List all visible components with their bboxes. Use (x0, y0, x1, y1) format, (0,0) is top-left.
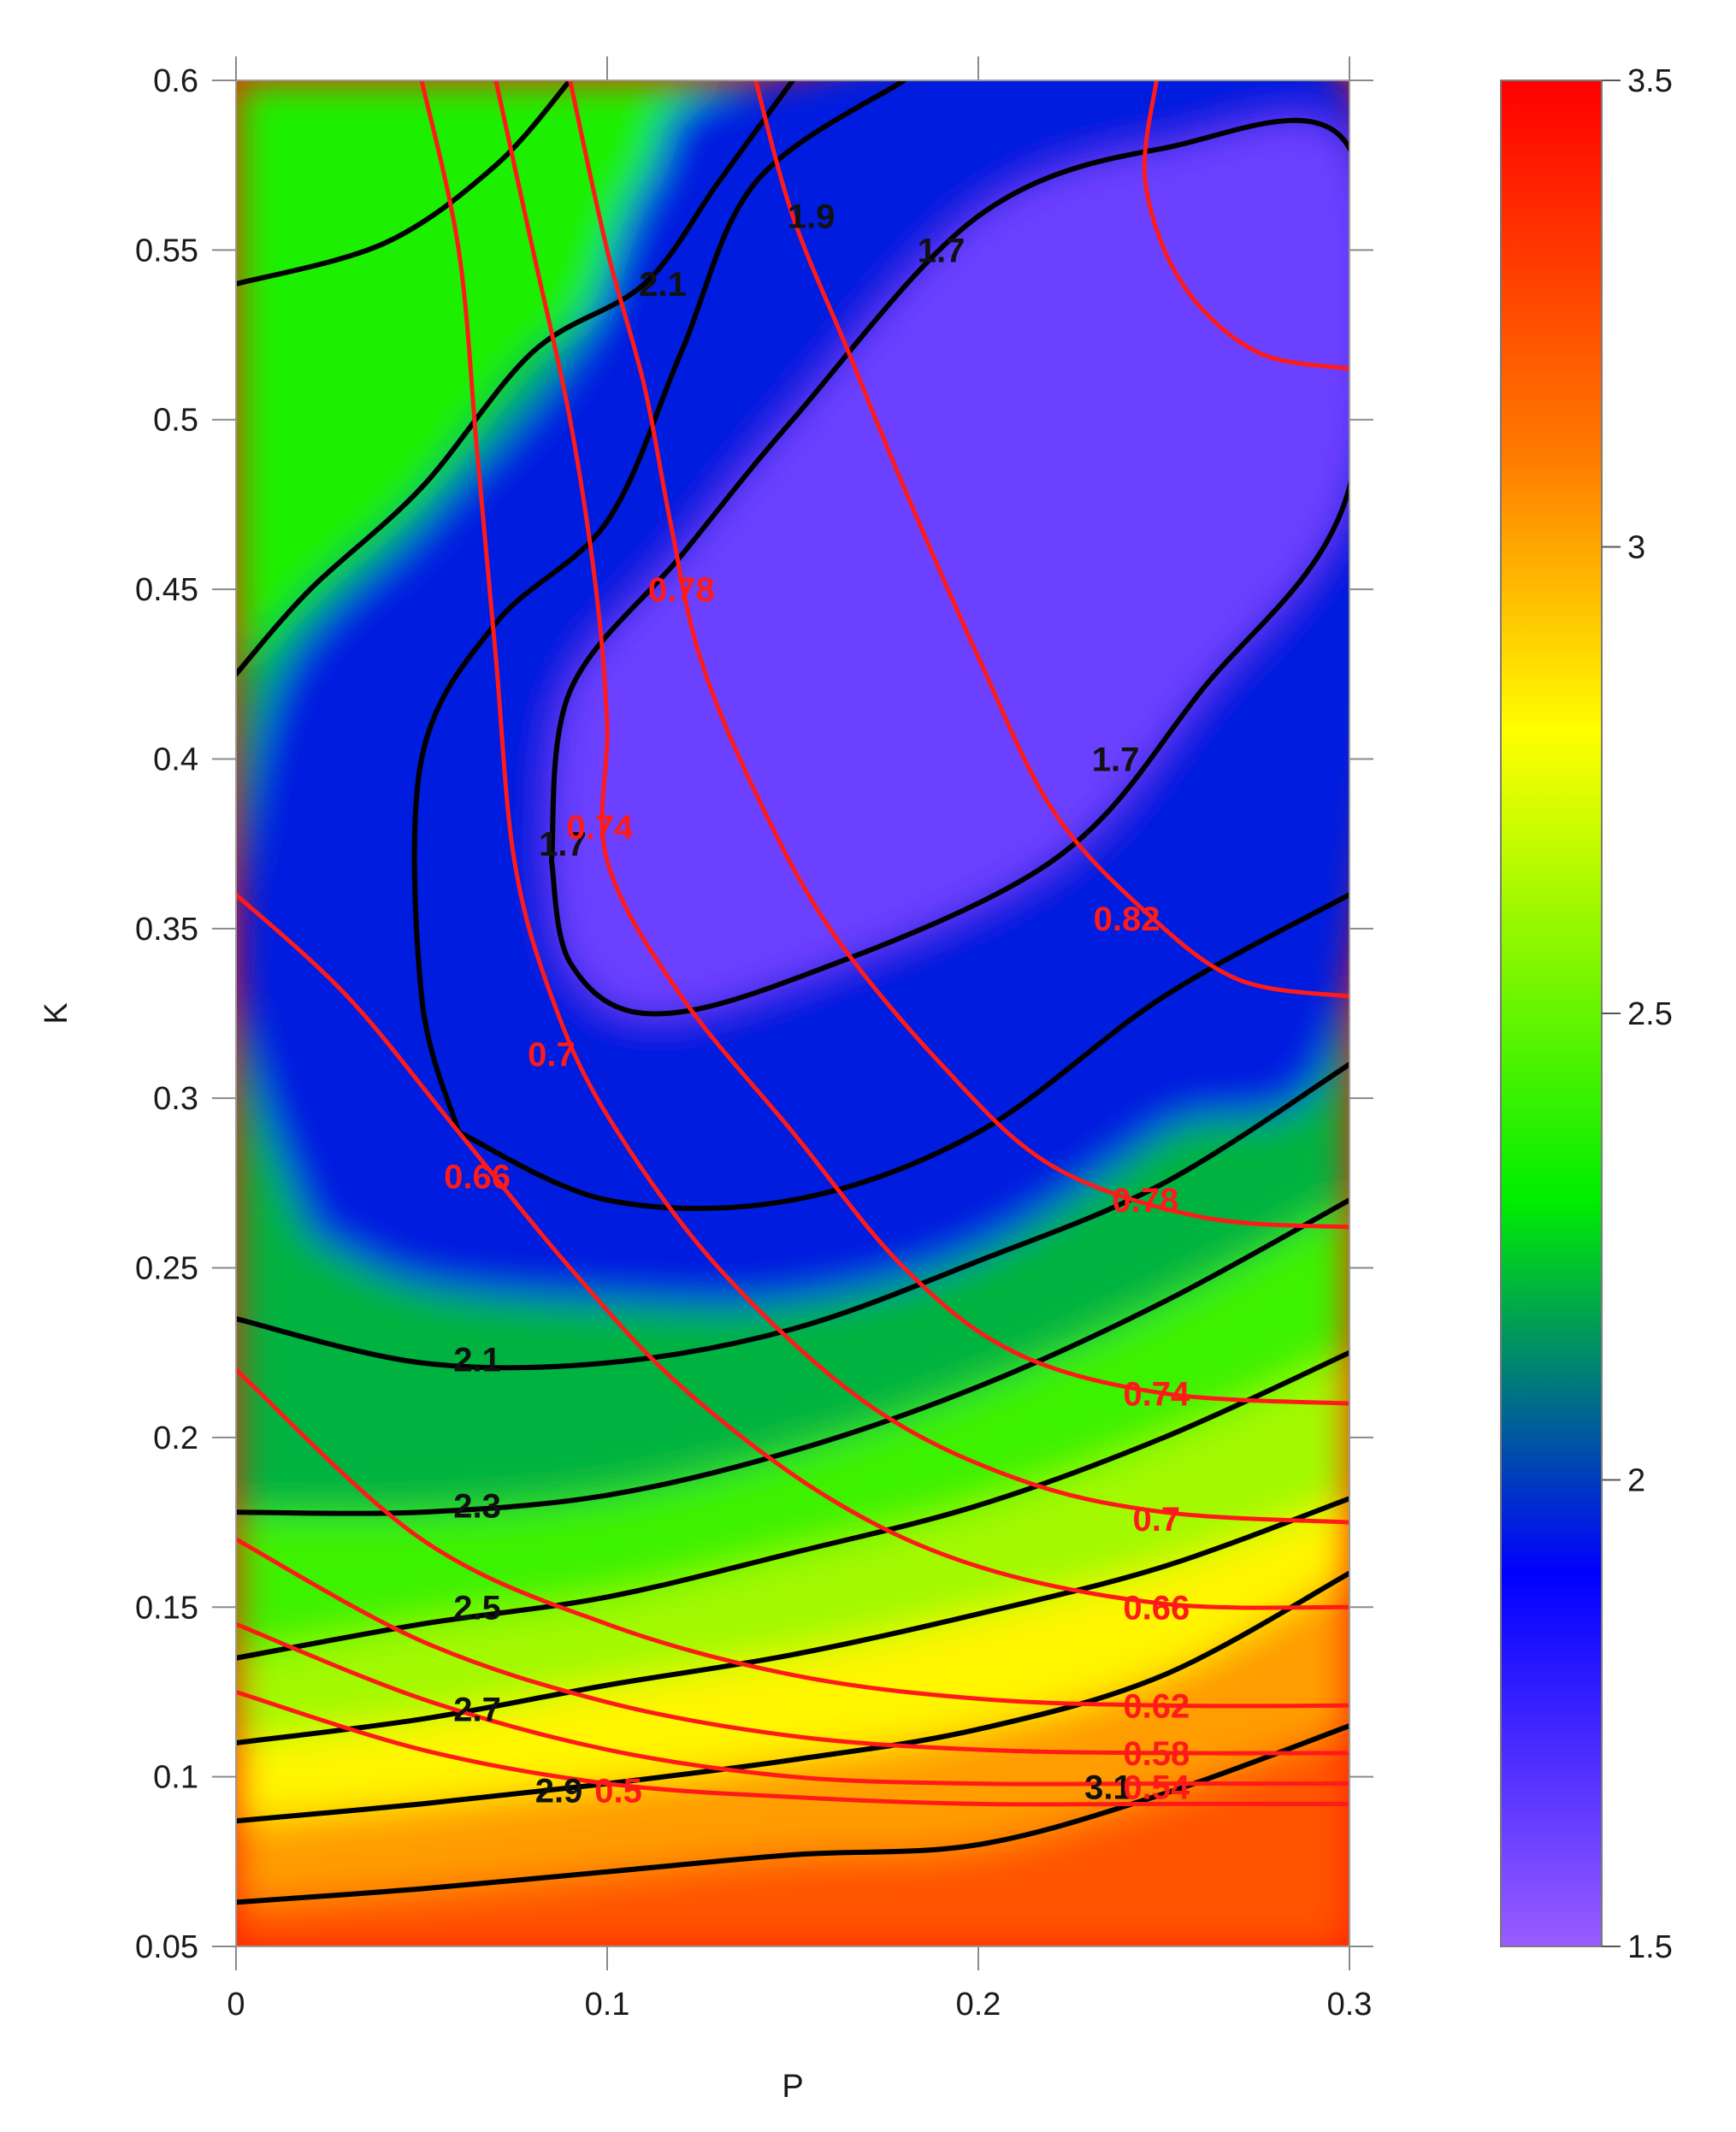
field-contour-3.1 (236, 1723, 1349, 1905)
y-tick-label: 0.15 (135, 1590, 198, 1626)
contour-label: 0.66 (1123, 1589, 1190, 1627)
contour-label: 0.74 (566, 809, 634, 847)
contour-label: 0.5 (594, 1773, 642, 1810)
field-contour-1.9 (411, 80, 907, 1135)
secondary-contour-0.78 (568, 80, 1349, 1230)
x-tick-label: 0.2 (956, 1987, 1001, 2023)
axes: 0 0.1 0.2 0.3 0.05 0.1 0.15 0.2 0.25 0.3 0.35 0.4 0.… (135, 56, 1373, 2023)
contour-label: 0.74 (1123, 1375, 1190, 1413)
y-tick-label: 0.25 (135, 1251, 198, 1287)
contour-label: 0.66 (444, 1158, 511, 1196)
y-tick-label: 0.5 (153, 403, 198, 439)
secondary-contour-unlabeled (1142, 80, 1349, 371)
secondary-contour-0.74 (493, 80, 1349, 1406)
contour-label: 0.78 (1112, 1182, 1178, 1220)
secondary-contour-0.82 (753, 80, 1349, 999)
field-contour-2.9 (236, 1570, 1349, 1824)
contour-label: 0.54 (1123, 1769, 1190, 1807)
colorbar-tick-label: 3.5 (1627, 63, 1673, 99)
contour-label: 1.7 (918, 232, 965, 269)
y-axis-title: K (38, 1002, 74, 1024)
contour-label: 0.78 (648, 571, 715, 609)
colorbar-tick-label: 2.5 (1627, 996, 1673, 1032)
contour-label: 1.7 (539, 826, 587, 864)
secondary-contour-0.62 (236, 1367, 1349, 1709)
secondary-contour-0.54 (236, 1621, 1349, 1787)
colorbar-gradient (1500, 80, 1603, 1947)
field-contour-2.1 (236, 1061, 1349, 1371)
field-contour-1.7 (548, 117, 1349, 1017)
y-tick-label: 0.45 (135, 572, 198, 608)
band-3.1 (236, 1726, 1349, 1946)
y-tick-label: 0.05 (135, 1929, 198, 1965)
field-contour-2.7 (236, 1496, 1349, 1745)
field-contour-2.3 (236, 1197, 1349, 1516)
y-tick-label: 0.6 (153, 63, 198, 99)
colorbar-tick-label: 2 (1627, 1463, 1645, 1499)
y-tick-label: 0.4 (153, 741, 198, 777)
contour-label: 1.7 (1092, 741, 1140, 778)
y-tick-label: 0.2 (153, 1420, 198, 1456)
y-tick-label: 0.55 (135, 233, 198, 269)
field-contour-2.1 (236, 80, 795, 677)
y-tick-label: 0.1 (153, 1760, 198, 1796)
plot-frame (235, 80, 1350, 1947)
contour-label: 2.9 (535, 1773, 583, 1810)
y-tick-label: 0.35 (135, 912, 198, 948)
band-violet-core (551, 120, 1349, 1014)
field-contour-2.1 (236, 80, 573, 286)
colorbar-tick-label: 3 (1627, 530, 1645, 566)
contour-label: 0.62 (1123, 1687, 1190, 1725)
field-contour-1.9 (456, 892, 1349, 1212)
contour-label: 2.1 (639, 266, 687, 304)
colorbar: 1.5 2 2.5 3 3.5 (1500, 63, 1673, 1965)
field-contour-2.5 (236, 1349, 1349, 1661)
contour-label: 0.82 (1094, 901, 1160, 938)
contour-label: 0.7 (528, 1036, 576, 1074)
contour-label: 2.7 (453, 1691, 501, 1728)
x-axis-title: P (782, 2069, 803, 2105)
secondary-contour-0.58 (236, 1537, 1349, 1756)
contour-label: 3.1 (1084, 1769, 1132, 1807)
contour-label: 2.1 (453, 1342, 501, 1379)
x-tick-label: 0.1 (585, 1987, 630, 2023)
secondary-contour-0.7 (419, 80, 1349, 1525)
secondary-contour-0.66 (236, 892, 1349, 1610)
contour-label: 1.9 (788, 198, 836, 236)
plot-area: 1.7 1.7 1.7 1.9 2.1 2.1 2.3 2.5 2.7 2.9 3.1 0.5 0.54… (235, 80, 1350, 1947)
contour-label: 0.7 (1133, 1501, 1181, 1538)
secondary-contour-0.5 (236, 1690, 1349, 1807)
contour-label: 2.5 (453, 1589, 501, 1627)
contour-label: 0.58 (1123, 1735, 1190, 1773)
y-tick-label: 0.3 (153, 1081, 198, 1117)
contour-label: 2.3 (453, 1487, 501, 1525)
colorbar-tick-label: 1.5 (1627, 1929, 1673, 1965)
x-tick-label: 0 (227, 1987, 245, 2023)
x-tick-label: 0.3 (1327, 1987, 1373, 2023)
